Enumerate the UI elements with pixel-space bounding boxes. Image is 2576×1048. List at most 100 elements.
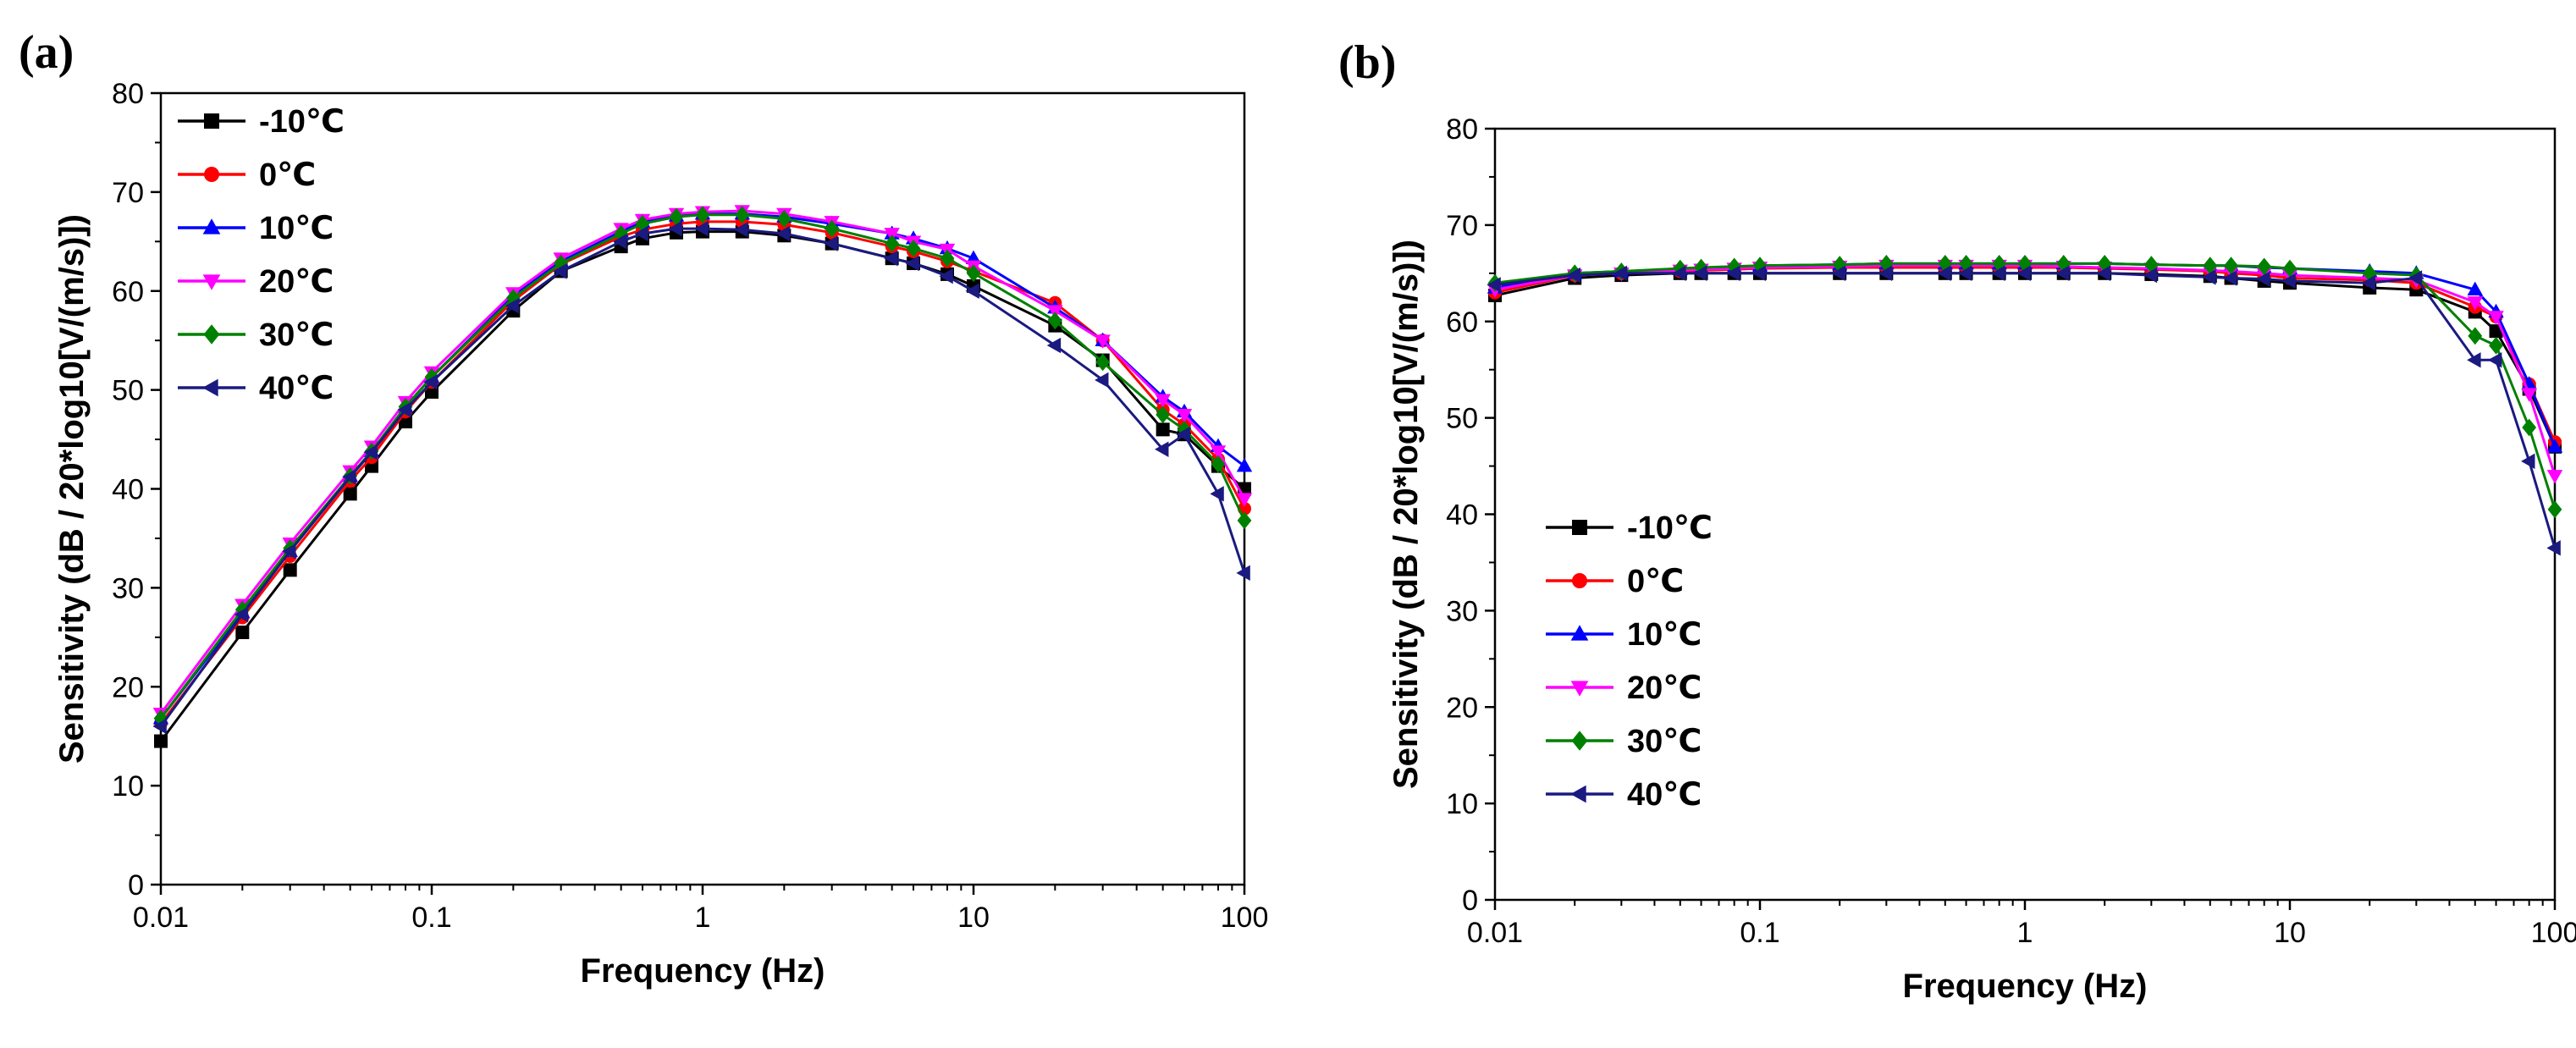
data-point <box>1672 265 1686 282</box>
x-tick-label: 0.1 <box>1740 917 1779 949</box>
data-point <box>776 210 792 228</box>
data-point <box>2467 281 2483 295</box>
y-tick-label: 70 <box>112 177 144 209</box>
data-point <box>2281 273 2296 290</box>
legend-item: -10℃ <box>1546 510 1713 546</box>
legend-item: 20℃ <box>178 264 334 300</box>
y-tick-label: 10 <box>1446 788 1478 820</box>
legend-label: -10℃ <box>259 104 345 140</box>
data-point <box>2202 269 2216 285</box>
data-point <box>668 220 682 237</box>
data-point <box>905 255 919 272</box>
data-point <box>2143 267 2158 284</box>
data-point <box>235 625 250 639</box>
legend-swatch-marker <box>1572 573 1587 588</box>
y-tick-label: 10 <box>112 770 144 803</box>
data-point <box>2521 453 2535 470</box>
data-point <box>1155 441 1169 457</box>
data-point <box>613 234 627 250</box>
y-tick-label: 80 <box>1446 113 1478 146</box>
data-point <box>282 543 296 560</box>
y-axis-title: Sensitivity (dB / 20*log10[V/(m/s)]) <box>1387 240 1425 789</box>
x-axis-title: Frequency (Hz) <box>581 952 825 990</box>
data-point <box>695 206 710 224</box>
legend-swatch-marker <box>1570 681 1589 697</box>
series-line <box>159 209 1246 714</box>
series-5 <box>1487 265 2561 556</box>
series-5 <box>152 220 1250 735</box>
data-point <box>1726 265 1740 282</box>
y-tick-label: 50 <box>1446 403 1478 435</box>
data-point <box>1177 420 1192 439</box>
legend-label: 30℃ <box>1627 724 1702 759</box>
data-point <box>425 384 439 399</box>
data-point <box>2522 418 2537 437</box>
data-point <box>2468 327 2483 345</box>
legend-item: 0℃ <box>178 157 316 193</box>
data-point <box>1957 265 1972 282</box>
data-point <box>669 207 684 226</box>
data-point <box>1751 265 1766 282</box>
data-point <box>2546 540 2561 556</box>
data-point <box>2056 255 2071 273</box>
legend-label: 0℃ <box>259 157 316 193</box>
data-point <box>2282 259 2297 278</box>
data-point <box>1176 427 1190 443</box>
series-line <box>1494 262 2557 448</box>
data-point <box>423 374 438 390</box>
data-point <box>234 606 249 623</box>
data-point <box>1237 511 1252 530</box>
data-point <box>2016 265 2031 282</box>
data-point <box>2256 271 2270 287</box>
data-point <box>1095 372 1109 389</box>
legend-label: 10℃ <box>259 211 334 246</box>
data-point <box>1047 312 1062 330</box>
data-point <box>965 283 979 299</box>
legend-item: 10℃ <box>178 211 334 246</box>
data-point <box>505 298 520 314</box>
legend-swatch-marker <box>1570 785 1586 803</box>
data-point <box>2408 270 2423 286</box>
legend-swatch-marker <box>204 113 219 129</box>
data-point <box>885 234 900 253</box>
series-line <box>159 227 1246 727</box>
series-3 <box>1487 259 2563 484</box>
data-point <box>2362 264 2377 283</box>
series-line <box>159 230 1245 742</box>
data-point <box>2203 256 2218 275</box>
legend-swatch-marker <box>204 167 219 182</box>
data-point <box>906 240 921 257</box>
data-point <box>2489 324 2503 339</box>
data-point <box>1211 455 1226 473</box>
data-point <box>1210 486 1224 502</box>
data-point <box>343 487 357 501</box>
legend-swatch-marker <box>1572 520 1587 535</box>
data-point <box>634 225 648 242</box>
data-point <box>553 263 567 279</box>
legend-swatch-marker <box>203 324 220 345</box>
data-point <box>1176 409 1193 423</box>
x-tick-label: 100 <box>1221 902 1269 934</box>
data-point <box>154 734 168 748</box>
x-tick-label: 0.01 <box>133 902 189 934</box>
legend-item: 20℃ <box>1546 670 1702 706</box>
legend-label: 30℃ <box>259 317 334 353</box>
data-point <box>1487 277 1501 293</box>
data-point <box>2096 265 2111 282</box>
y-tick-label: 20 <box>1446 692 1478 724</box>
chart-panel-b: (b) 0 10 20 30 40 50 60 70 80 0.01 0.1 1 10 100 Freque… <box>1288 0 2576 1044</box>
data-point <box>940 249 955 268</box>
data-point <box>2489 336 2503 355</box>
legend-swatch-marker <box>202 218 221 234</box>
data-point <box>1236 493 1253 507</box>
data-point <box>1991 265 2005 282</box>
data-point <box>1937 265 1951 282</box>
data-point <box>152 718 167 735</box>
data-point <box>734 222 748 238</box>
data-point <box>283 563 297 577</box>
data-point <box>2361 275 2376 291</box>
data-point <box>2467 296 2483 311</box>
y-tick-label: 50 <box>112 375 144 407</box>
series-0 <box>1488 266 2562 454</box>
legend-label: 10℃ <box>1627 617 1702 653</box>
